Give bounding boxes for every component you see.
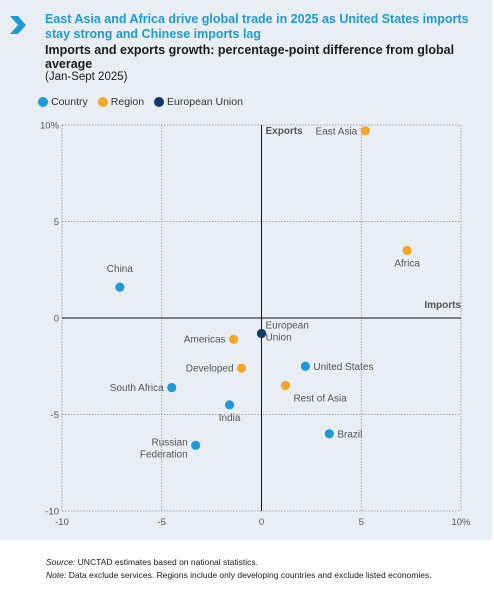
chart-card bbox=[0, 0, 492, 540]
chart-legend: Country Region European Union bbox=[38, 96, 253, 108]
data-label-european-union: European Union bbox=[266, 320, 309, 343]
x-tick-label-10: -10 bbox=[55, 517, 69, 528]
source-text: UNCTAD estimates based on national stati… bbox=[77, 557, 258, 567]
x-tick-label-5: -5 bbox=[158, 517, 166, 528]
x-tick-label-0: 0 bbox=[259, 517, 264, 528]
chevron-right-icon bbox=[10, 16, 26, 34]
note-label: Note: bbox=[46, 570, 67, 580]
data-point-brazil bbox=[324, 429, 334, 439]
chart-subtitle: Imports and exports growth: percentage-p… bbox=[45, 43, 455, 71]
data-label-rest-of-asia: Rest of Asia bbox=[293, 394, 347, 405]
note-line: Note: Data exclude services. Regions inc… bbox=[46, 569, 486, 582]
y-tick-label-10: 10% bbox=[40, 121, 60, 132]
y-axis-label: Exports bbox=[266, 126, 304, 137]
legend-dot-european-union bbox=[154, 97, 165, 107]
x-tick-label-5: 5 bbox=[359, 517, 364, 528]
y-tick-label-5: -5 bbox=[51, 410, 59, 421]
legend-item-european-union: European Union bbox=[154, 96, 243, 108]
data-label-line: Federation bbox=[140, 449, 188, 460]
x-axis-label: Imports bbox=[424, 300, 461, 311]
y-tick-label-10: -10 bbox=[45, 507, 59, 518]
data-label-americas: Americas bbox=[184, 335, 226, 346]
data-label-line: Russian bbox=[152, 437, 188, 448]
legend-item-country: Country bbox=[38, 96, 88, 108]
data-label-africa: Africa bbox=[394, 258, 420, 269]
data-label-brazil: Brazil bbox=[337, 429, 362, 440]
data-label-line: Union bbox=[266, 332, 292, 343]
chart-footer: Source: UNCTAD estimates based on nation… bbox=[46, 556, 486, 582]
data-label-developed: Developed bbox=[186, 364, 234, 375]
data-label-line: European bbox=[266, 320, 309, 331]
source-label: Source: bbox=[46, 557, 76, 567]
data-point-russian-federation bbox=[191, 440, 201, 450]
legend-label-region: Region bbox=[110, 96, 145, 108]
data-label-india: India bbox=[219, 413, 241, 424]
x-tick-label-10: 10% bbox=[451, 517, 471, 528]
data-label-east-asia: East Asia bbox=[316, 126, 358, 137]
data-label-united-states: United States bbox=[313, 362, 373, 373]
data-point-south-africa bbox=[167, 382, 177, 393]
data-point-east-asia bbox=[360, 126, 370, 136]
legend-dot-country bbox=[38, 97, 48, 107]
data-label-south-africa: South Africa bbox=[110, 383, 164, 394]
chart-title: East Asia and Africa drive global trade … bbox=[45, 12, 469, 41]
scatter-chart: -10 -5 0 5 10% 10% 5 0 -5 -10 Exports Imports East A… bbox=[40, 121, 471, 529]
data-label-russian-federation: Russian Federation bbox=[140, 437, 188, 460]
data-point-european-union bbox=[256, 328, 267, 339]
chart-period: (Jan-Sept 2025) bbox=[45, 71, 128, 83]
data-label-china: China bbox=[107, 264, 134, 275]
legend-label-country: Country bbox=[51, 96, 88, 108]
y-tick-label-0: 0 bbox=[54, 314, 59, 325]
note-text: Data exclude services. Regions include o… bbox=[68, 570, 432, 580]
legend-label-european-union: European Union bbox=[167, 96, 243, 108]
data-point-china bbox=[115, 282, 125, 292]
data-point-united-states bbox=[300, 361, 310, 371]
legend-dot-region bbox=[97, 97, 108, 107]
source-line: Source: UNCTAD estimates based on nation… bbox=[46, 556, 486, 569]
data-point-rest-of-asia bbox=[280, 380, 291, 391]
data-point-africa bbox=[402, 245, 412, 256]
data-point-india bbox=[224, 400, 235, 410]
legend-item-region: Region bbox=[97, 96, 145, 108]
data-point-developed bbox=[236, 363, 247, 373]
y-tick-label-5: 5 bbox=[54, 217, 59, 228]
data-point-americas bbox=[228, 334, 239, 344]
